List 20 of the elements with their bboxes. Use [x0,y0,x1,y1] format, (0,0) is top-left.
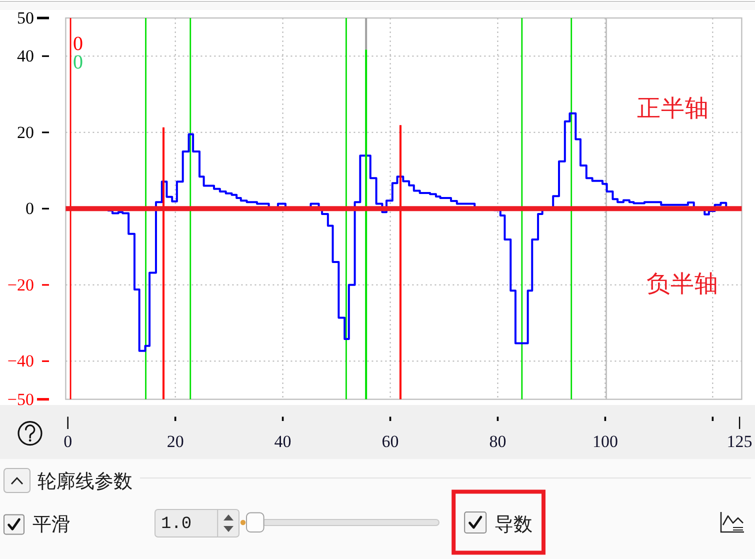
text: 轮廓线参数 [38,470,133,492]
annotation: 正半轴 [637,94,709,122]
x-tick-label: 0 [64,432,72,452]
text: 导数 [494,513,532,536]
x-tick-label: 80 [489,432,506,452]
y-tick-label: −50 [7,390,34,409]
y-tick-label: −20 [7,275,34,294]
y-tick-label: 50 [17,8,34,28]
text: 平滑 [32,513,71,536]
x-tick-label: 20 [166,432,184,452]
y-tick-label: 0 [26,199,34,218]
x-tick-label: 40 [274,432,292,452]
y-tick-label: 40 [17,46,34,66]
text: 1.0 [161,514,192,534]
x-tick-label: 60 [382,432,399,452]
y-tick-label: 20 [17,122,34,142]
y-tick-label: −40 [7,352,34,371]
x-tick-label: 100 [592,432,618,452]
annotation: 负半轴 [646,269,719,298]
x-tick-label: 125 [726,432,752,452]
